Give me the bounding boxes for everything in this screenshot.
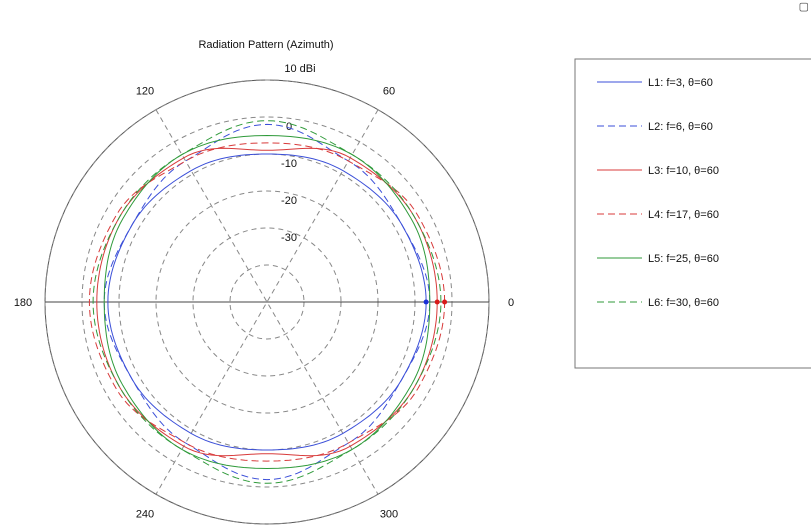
data-marker: [423, 299, 429, 305]
r-unit-label: 10 dBi: [284, 63, 315, 75]
angle-tick-label: 120: [136, 86, 154, 98]
spoke-120: [155, 109, 379, 495]
spoke-60: [155, 109, 379, 495]
radial-tick-label: -10: [281, 158, 297, 170]
data-marker: [434, 299, 440, 305]
corner-mark: ▢: [798, 1, 809, 13]
series-layer: [88, 120, 446, 484]
legend-entry: L6: f=30, θ=60: [648, 297, 719, 309]
polar-grid: 0 60 120 180 240 300 0 -10 -20 -30: [14, 79, 514, 525]
angle-tick-label: 60: [383, 86, 395, 98]
radial-tick-label: 0: [286, 121, 292, 133]
radial-tick-label: -20: [281, 195, 297, 207]
angle-tick-label: 300: [380, 508, 398, 520]
data-marker: [442, 299, 448, 305]
angle-tick-label: 0: [508, 297, 514, 309]
angle-tick-label: 180: [14, 297, 32, 309]
legend-entry: L1: f=3, θ=60: [648, 77, 713, 89]
series-line-6: [92, 120, 442, 484]
series-line-3: [96, 147, 438, 457]
legend-entry: L2: f=6, θ=60: [648, 121, 713, 133]
legend-entry: L3: f=10, θ=60: [648, 165, 719, 177]
marker-layer: [423, 299, 448, 305]
series-line-4: [88, 142, 446, 462]
legend: L1: f=3, θ=60 L2: f=6, θ=60 L3: f=10, θ=60…: [574, 58, 811, 369]
angle-tick-label: 240: [136, 508, 154, 520]
legend-entry: L5: f=25, θ=60: [648, 253, 719, 265]
series-line-1: [107, 153, 427, 451]
chart-title: Radiation Pattern (Azimuth): [198, 39, 333, 51]
legend-entry: L4: f=17, θ=60: [648, 209, 719, 221]
radial-tick-label: -30: [281, 232, 297, 244]
